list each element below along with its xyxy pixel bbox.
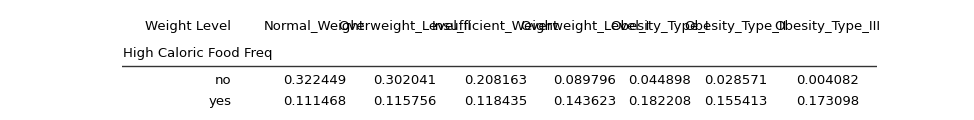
Text: Obesity_Type_I: Obesity_Type_I bbox=[611, 20, 709, 33]
Text: Insufficient_Weight: Insufficient_Weight bbox=[431, 20, 559, 33]
Text: 0.115756: 0.115756 bbox=[373, 95, 436, 108]
Text: 0.028571: 0.028571 bbox=[704, 74, 768, 87]
Text: Overweight_Level_II: Overweight_Level_II bbox=[338, 20, 471, 33]
Text: 0.044898: 0.044898 bbox=[628, 74, 692, 87]
Text: Obesity_Type_II: Obesity_Type_II bbox=[685, 20, 787, 33]
Text: Overweight_Level_I: Overweight_Level_I bbox=[520, 20, 649, 33]
Text: Obesity_Type_III: Obesity_Type_III bbox=[774, 20, 880, 33]
Text: 0.143623: 0.143623 bbox=[553, 95, 617, 108]
Text: 0.118435: 0.118435 bbox=[464, 95, 527, 108]
Text: Normal_Weight: Normal_Weight bbox=[264, 20, 365, 33]
Text: yes: yes bbox=[208, 95, 231, 108]
Text: High Caloric Food Freq: High Caloric Food Freq bbox=[124, 47, 273, 60]
Text: 0.111468: 0.111468 bbox=[282, 95, 346, 108]
Text: 0.089796: 0.089796 bbox=[553, 74, 616, 87]
Text: 0.322449: 0.322449 bbox=[282, 74, 346, 87]
Text: no: no bbox=[214, 74, 231, 87]
Text: 0.004082: 0.004082 bbox=[796, 74, 859, 87]
Text: 0.182208: 0.182208 bbox=[628, 95, 692, 108]
Text: Weight Level: Weight Level bbox=[145, 20, 231, 33]
Text: 0.208163: 0.208163 bbox=[464, 74, 527, 87]
Text: 0.302041: 0.302041 bbox=[373, 74, 436, 87]
Text: 0.173098: 0.173098 bbox=[796, 95, 859, 108]
Text: 0.155413: 0.155413 bbox=[704, 95, 768, 108]
